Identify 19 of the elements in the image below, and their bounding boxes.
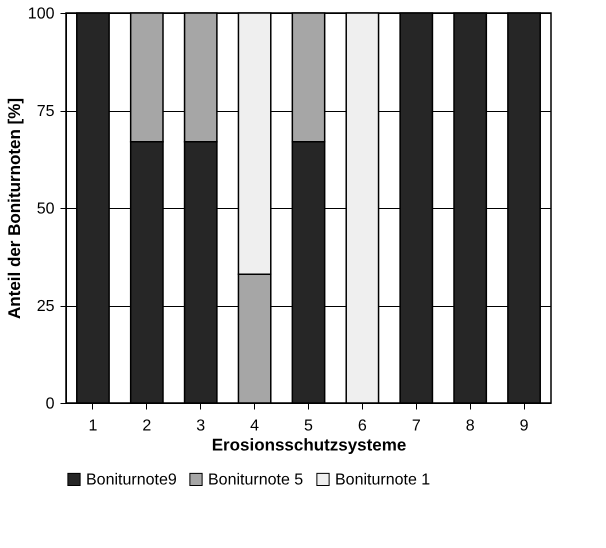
legend-label: Boniturnote9: [86, 471, 177, 488]
x-tick-label: 6: [358, 418, 367, 434]
x-tick-label: 9: [520, 418, 529, 434]
y-axis-title: Anteil der Boniturnoten [%]: [4, 98, 24, 319]
x-tick-label: 5: [304, 418, 314, 434]
y-tick-label: 0: [46, 396, 55, 412]
y-tick-label: 50: [36, 200, 55, 218]
x-tick-label: 2: [142, 418, 152, 434]
legend-label: Boniturnote 1: [335, 471, 430, 488]
x-tick-label: 3: [196, 418, 206, 434]
x-tick-label: 4: [250, 418, 260, 434]
y-tick-label: 100: [28, 6, 55, 22]
x-tick-label: 8: [466, 418, 475, 434]
x-tick-label: 1: [88, 418, 98, 434]
y-tick-label: 75: [36, 103, 55, 120]
x-axis-title: Erosionsschutzsysteme: [212, 436, 406, 454]
y-tick-label: 25: [36, 298, 55, 315]
legend-label: Boniturnote 5: [208, 471, 304, 488]
x-tick-label: 7: [412, 418, 421, 434]
